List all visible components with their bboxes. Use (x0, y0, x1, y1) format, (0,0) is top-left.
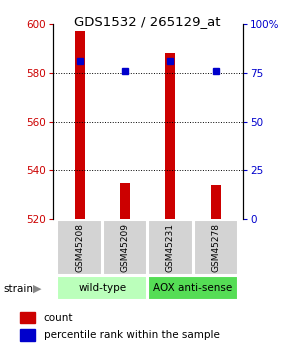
Text: GDS1532 / 265129_at: GDS1532 / 265129_at (74, 16, 220, 29)
Bar (20, 312, 35, 323)
FancyBboxPatch shape (194, 220, 238, 275)
Bar (20, 329, 35, 341)
Bar (165, 53, 176, 219)
FancyBboxPatch shape (148, 220, 193, 275)
Text: ▶: ▶ (33, 284, 42, 294)
Text: count: count (44, 313, 73, 323)
Text: GSM45231: GSM45231 (166, 223, 175, 272)
FancyBboxPatch shape (58, 220, 102, 275)
Bar (211, 185, 221, 219)
Text: percentile rank within the sample: percentile rank within the sample (44, 330, 220, 340)
FancyBboxPatch shape (103, 220, 147, 275)
FancyBboxPatch shape (58, 276, 147, 300)
Text: GSM45278: GSM45278 (211, 223, 220, 272)
FancyBboxPatch shape (148, 276, 238, 300)
Bar (75, 31, 85, 219)
Text: GSM45208: GSM45208 (75, 223, 84, 272)
Text: AOX anti-sense: AOX anti-sense (154, 283, 233, 293)
Text: GSM45209: GSM45209 (121, 223, 130, 272)
Text: strain: strain (4, 284, 34, 294)
Text: wild-type: wild-type (78, 283, 127, 293)
Bar (120, 183, 130, 219)
